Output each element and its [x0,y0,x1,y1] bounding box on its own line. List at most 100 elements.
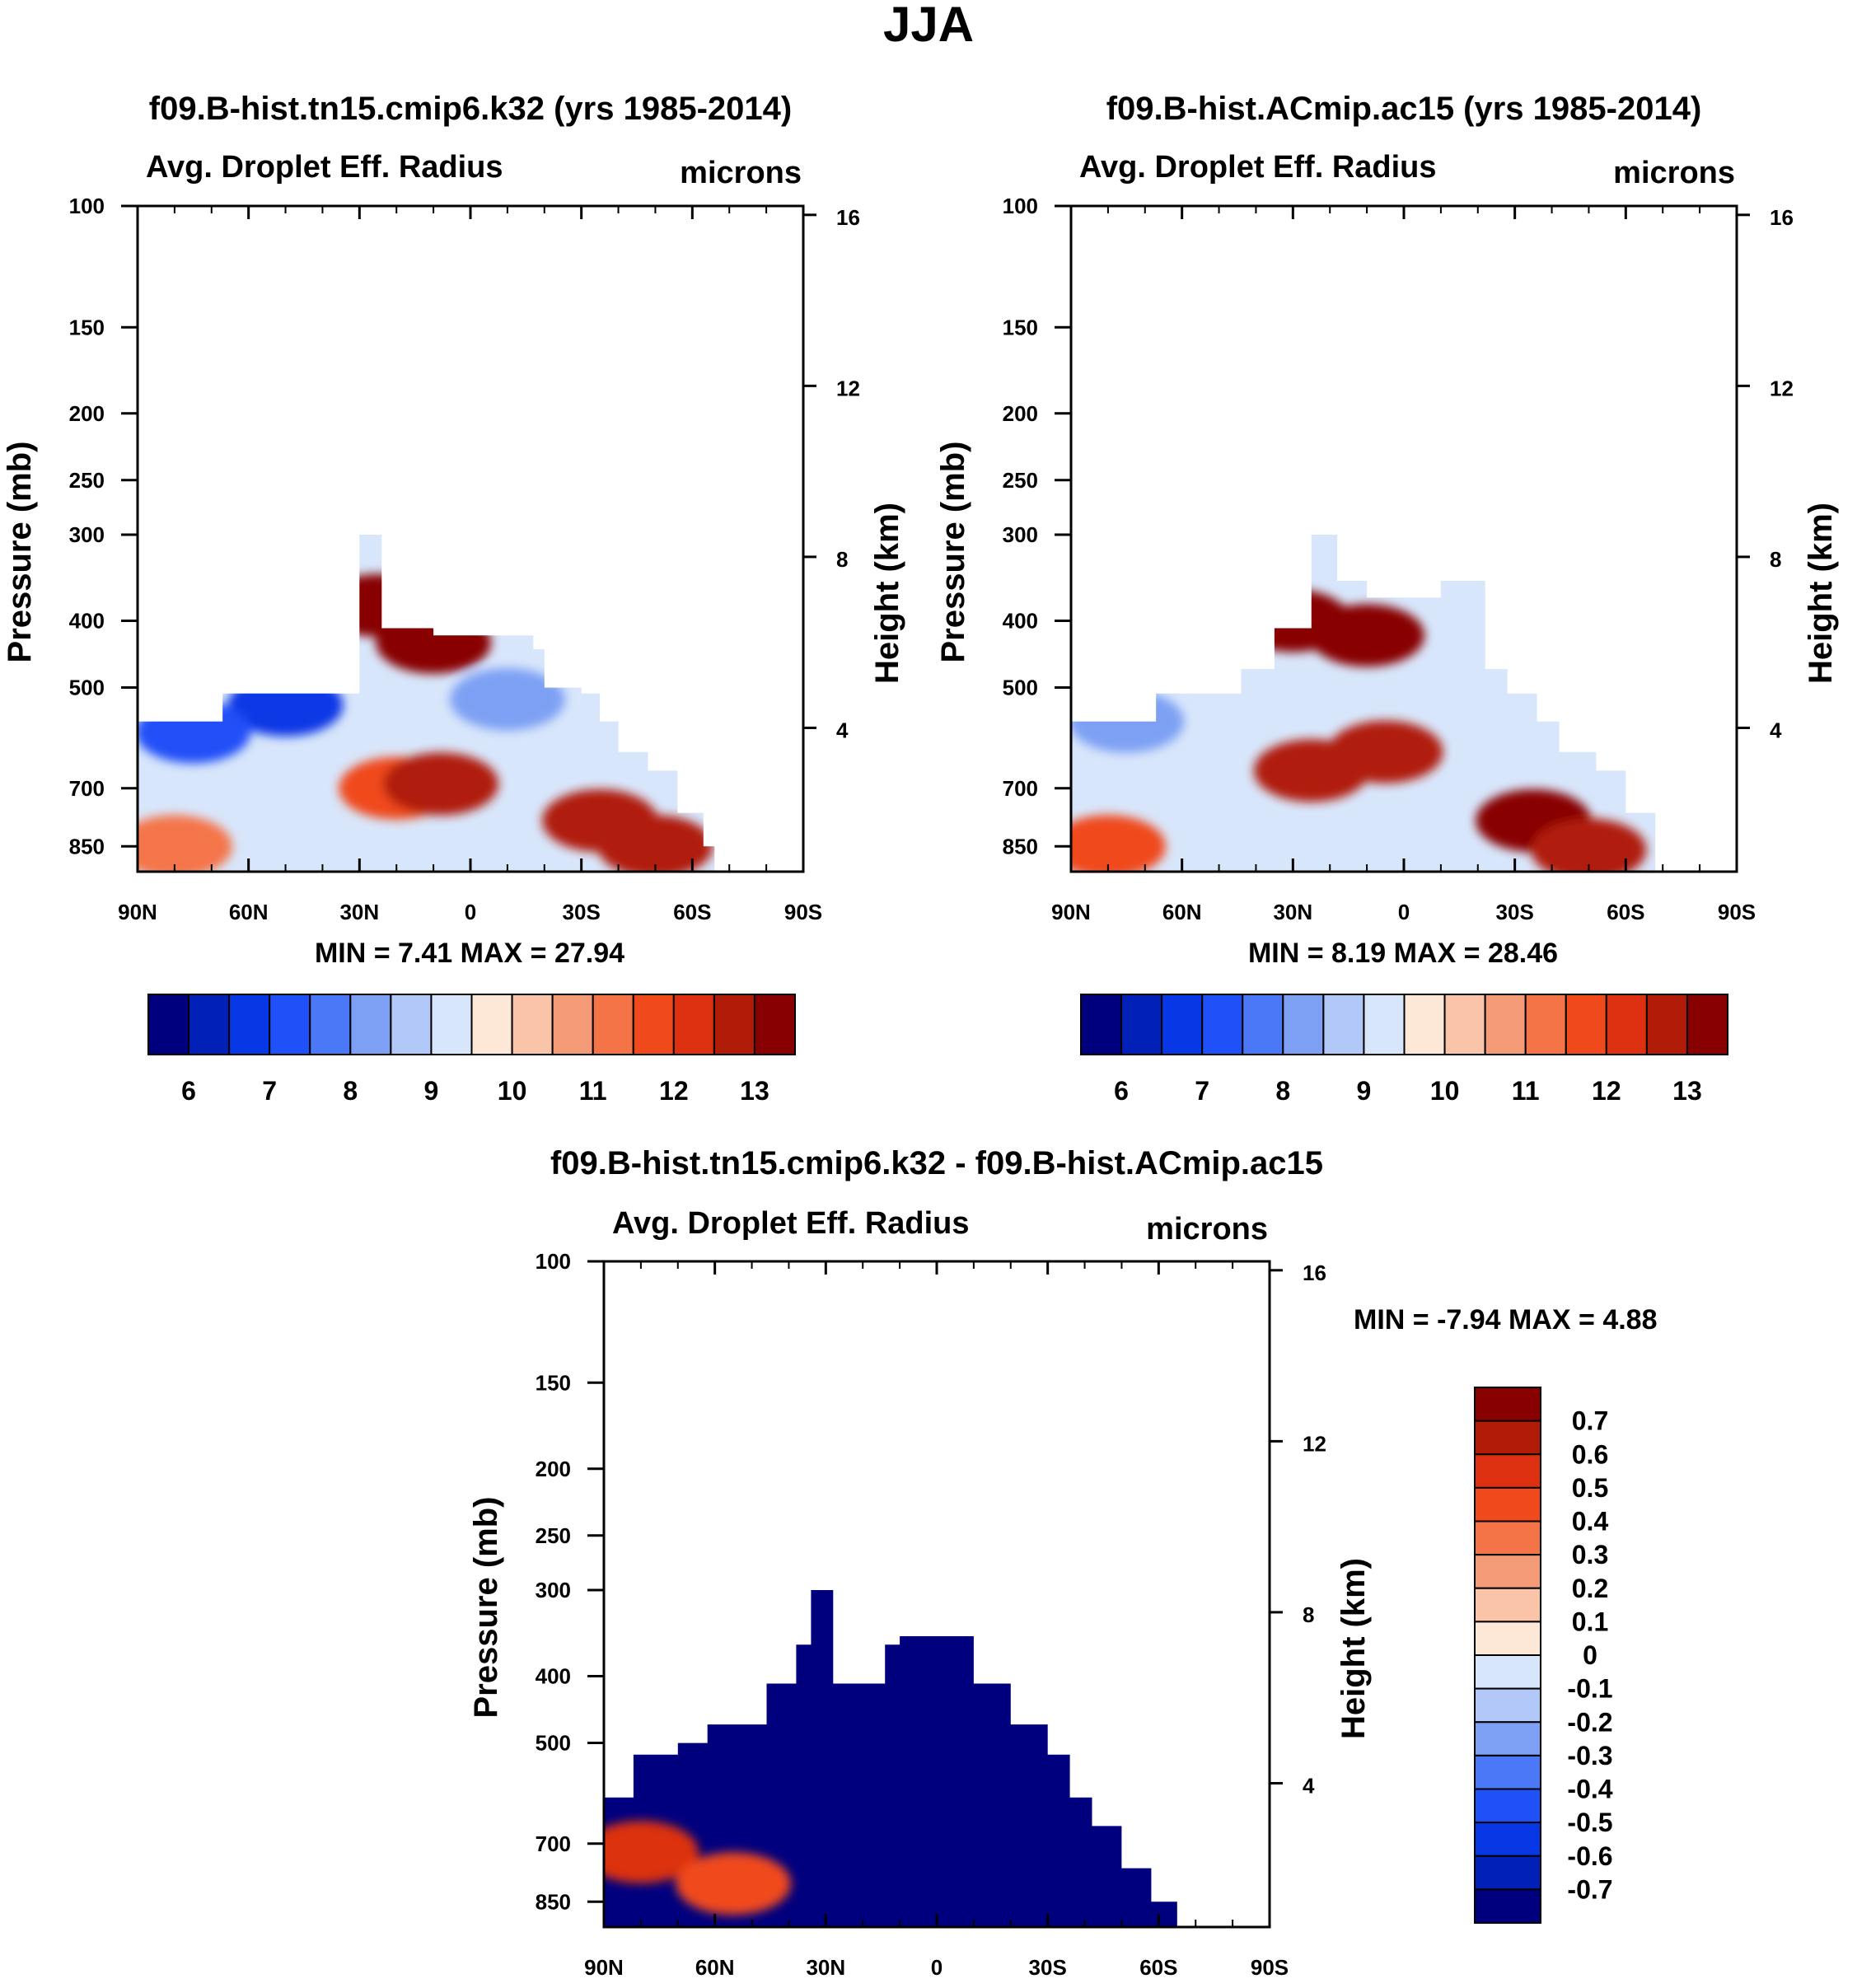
colorbar-box [1605,994,1648,1055]
colorbar-box [1565,994,1607,1055]
x-tick-label: 30S [563,900,601,924]
x-tick-label: 60S [1139,1955,1177,1980]
field-blobs [604,1693,1013,1915]
y-right-tick-label: 4 [1770,718,1782,742]
field-blob-3 [138,700,251,764]
colorbar-box [1474,1855,1541,1891]
y-tick-label: 500 [1003,676,1038,700]
colorbar-box [1474,1754,1541,1790]
x-tick-label: 90N [584,1955,624,1980]
x-tick-label: 30N [339,900,379,924]
colorbar-box [713,994,755,1055]
units-label: microns [1146,1212,1268,1247]
colorbar-label: 7 [1195,1076,1209,1106]
colorbar-box [1242,994,1284,1055]
colorbar-label: 9 [424,1076,439,1106]
y-tick-label: 250 [1003,468,1038,493]
colorbar-box [1201,994,1244,1055]
field-blob-7 [1071,815,1166,872]
colorbar-label: 0.4 [1572,1507,1609,1537]
field-blob-4 [676,1852,792,1915]
y-tick-label: 850 [1003,834,1038,858]
field-blob-2 [897,1812,1013,1875]
colorbar: 6 7 8 9 10 11 12 13 [147,994,796,1106]
x-tick-label: 90S [1718,900,1756,924]
field-blob-3 [604,1821,699,1884]
colorbar: 6 7 8 9 10 11 12 13 [1080,994,1728,1106]
y-tick-label: 150 [1003,315,1038,339]
colorbar-box [430,994,473,1055]
colorbar-box [1474,1822,1541,1857]
y-tick-label: 150 [69,315,105,339]
y-tick-label: 500 [536,1731,571,1756]
colorbar-box [1443,994,1486,1055]
colorbar-box [390,994,433,1055]
panel-subtitle: Avg. Droplet Eff. Radius [612,1206,970,1241]
colorbar-box [1474,1788,1541,1824]
field-blob-9 [449,667,565,731]
x-tick-label: 60N [1162,900,1202,924]
panel-p2: f09.B-hist.ACmip.ac15 (yrs 1985-2014) Avg… [935,91,1839,1106]
y-right-tick-label: 4 [836,718,849,742]
contour-field [138,535,715,872]
colorbar-label: 0.3 [1572,1540,1608,1569]
field-blob-8 [138,815,232,872]
y-tick-label: 500 [69,676,105,700]
colorbar-box [511,994,554,1055]
colorbar-box [1322,994,1365,1055]
panel-title: f09.B-hist.ACmip.ac15 (yrs 1985-2014) [1106,91,1702,127]
contour-field [1071,535,1656,872]
x-tick-label: 0 [465,900,476,924]
y-right-tick-label: 16 [1770,205,1794,230]
y-tick-label: 200 [1003,401,1038,426]
y-tick-label: 300 [69,522,105,547]
y-right-tick-label: 8 [1303,1602,1314,1627]
colorbar-box [1474,1420,1541,1456]
colorbar-label: 8 [343,1076,358,1106]
colorbar-box [1474,1453,1541,1489]
y-tick-label: 850 [536,1889,571,1914]
colorbar-label: 6 [1114,1076,1129,1106]
colorbar-box [1474,1721,1541,1756]
colorbar-label: 6 [181,1076,196,1106]
colorbar-box [1686,994,1728,1055]
colorbar-box [632,994,675,1055]
colorbar-box [269,994,311,1055]
panel-p1: f09.B-hist.tn15.cmip6.k32 (yrs 1985-2014… [2,91,905,1106]
colorbar-box [753,994,796,1055]
colorbar-box [1484,994,1527,1055]
colorbar-box [1474,1554,1541,1589]
colorbar-box [592,994,634,1055]
y-tick-label: 100 [536,1249,571,1274]
y-tick-label: 300 [1003,522,1038,547]
units-label: microns [680,156,802,190]
colorbar-box [1474,1687,1541,1724]
y-right-axis-label: Height (km) [869,503,905,684]
colorbar-box [1474,1587,1541,1623]
x-tick-label: 30N [1273,900,1312,924]
colorbar-box [1474,1520,1541,1556]
colorbar-label: 0.6 [1572,1439,1608,1469]
colorbar-box [349,994,392,1055]
y-right-axis-label: Height (km) [1803,503,1839,684]
y-tick-label: 400 [536,1664,571,1689]
colorbar-box [672,994,715,1055]
field-blob-7 [383,752,499,816]
x-tick-label: 30S [1029,1955,1067,1980]
colorbar-box [1474,1888,1541,1924]
colorbar-label: 0.7 [1572,1406,1608,1436]
x-tick-label: 60N [695,1955,735,1980]
x-tick-label: 30N [806,1955,845,1980]
y-tick-label: 850 [69,834,105,858]
colorbar-label: -0.7 [1567,1874,1612,1904]
y-tick-label: 100 [1003,194,1038,218]
x-tick-label: 0 [931,1955,943,1980]
colorbar-box [147,994,190,1055]
colorbar-box [470,994,513,1055]
y-right-tick-label: 16 [836,205,860,230]
field-blob-3 [1327,720,1443,784]
y-tick-label: 200 [69,401,105,426]
colorbar-box [1282,994,1325,1055]
colorbar-box [1403,994,1446,1055]
y-right-tick-label: 4 [1303,1773,1315,1798]
